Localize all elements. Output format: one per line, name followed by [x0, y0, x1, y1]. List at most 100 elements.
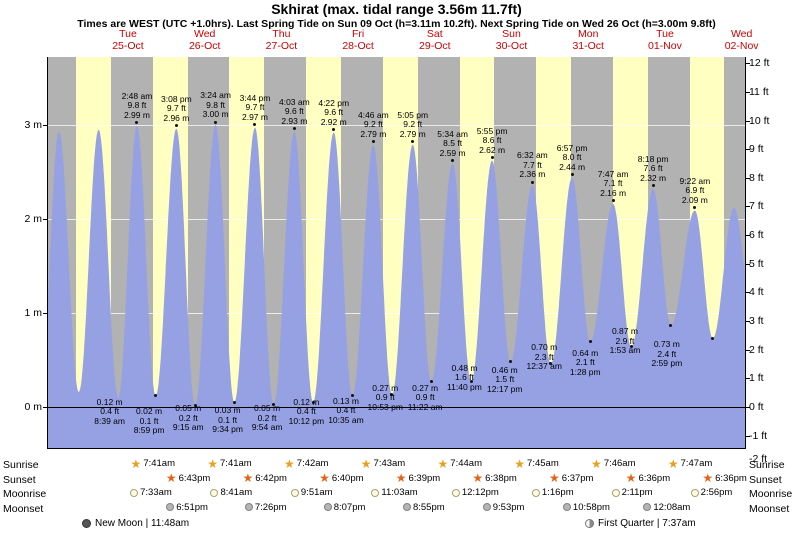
low-tide-label-line: 11:40 pm — [447, 381, 482, 392]
low-tide-label-line: 0.27 m — [372, 382, 399, 393]
astro-row-label-left: Sunrise — [3, 459, 39, 471]
low-tide-label-line: 9:15 am — [172, 422, 204, 433]
sunrise-entry: ★ 7:41am — [207, 458, 251, 470]
low-tide-label-line: 0.12 m — [96, 396, 123, 407]
low-tide-label-line: 0.9 ft — [375, 392, 395, 403]
sunrise-entry: ★ 7:43am — [361, 458, 405, 470]
day-header-date: 02-Nov — [724, 39, 759, 52]
high-tide-label-line: 9.8 ft — [206, 99, 226, 110]
sunrise-entry-time: 7:44am — [450, 458, 482, 469]
low-tide-label-line: 10:12 pm — [288, 415, 325, 426]
moonrise-icon — [210, 488, 219, 497]
y-axis-right-label: -1 ft — [749, 429, 768, 442]
moonrise-entry: 2:11pm — [611, 487, 653, 498]
day-header: Sun 30-Oct — [482, 28, 542, 52]
high-tide-label-line: 5:05 pm — [397, 109, 429, 120]
astro-row-label-right: Sunset — [749, 473, 782, 486]
day-header-name: Fri — [351, 28, 365, 40]
y-axis-right-label: 4 ft — [749, 286, 764, 299]
day-header-date: 30-Oct — [495, 39, 528, 52]
low-tide-label-line: 0.64 m — [572, 347, 599, 358]
y-axis-right-label: 8 ft — [749, 171, 764, 184]
high-tide-label-line: 2.99 m — [123, 109, 150, 120]
low-tide-label-line: 0.70 m — [531, 342, 558, 353]
sunrise-entry-time: 7:47am — [680, 458, 713, 469]
low-tide-label-line: 2.9 ft — [615, 335, 635, 346]
moonset-icon — [643, 503, 652, 511]
astro-row-label-left: Sunset — [3, 473, 36, 486]
moonrise-icon — [371, 488, 380, 497]
y-axis-right-tick — [746, 321, 750, 323]
tide-marker-dot — [390, 393, 394, 397]
sunset-star-icon: ★ — [625, 471, 637, 485]
high-tide-label-line: 9:22 am — [679, 175, 711, 186]
high-tide-label-line: 2.93 m — [281, 115, 308, 126]
low-tide-label-line: 0.9 ft — [415, 392, 435, 403]
moonset-entry: 8:55pm — [402, 501, 445, 513]
astro-row-label-left: Moonset — [3, 502, 44, 515]
moonrise-entry-time: 8:41am — [220, 487, 253, 498]
meter-gridline — [48, 125, 745, 126]
y-axis-right-tick — [746, 378, 750, 380]
tide-marker-dot — [135, 121, 139, 125]
sunrise-entry: ★ 7:41am — [131, 458, 175, 470]
y-axis-left-tick — [43, 125, 47, 126]
high-tide-label-line: 3:44 pm — [239, 92, 271, 103]
sunset-entry: ★ 6:38pm — [472, 472, 516, 484]
y-axis-right-label: 5 ft — [749, 257, 764, 270]
y-axis-right-label: -2 ft — [749, 453, 768, 465]
low-tide-label-line: 0.27 m — [412, 382, 439, 393]
moonrise-entry: 12:12pm — [451, 487, 499, 498]
day-header-date: 01-Nov — [648, 39, 682, 52]
low-tide-label: 0.02 m 0.1 ft 8:59 pm — [127, 407, 171, 436]
day-header: Thu 27-Oct — [251, 28, 311, 52]
high-tide-label-line: 4:22 pm — [318, 97, 350, 108]
sunset-entry: ★ 6:36pm — [625, 471, 670, 485]
low-tide-label: 0.27 m 0.9 ft 11:22 am — [403, 382, 447, 413]
high-tide-label-line: 7.7 ft — [522, 159, 542, 170]
low-tide-label-line: 0.13 m — [332, 395, 359, 406]
moonset-entry-time: 8:07pm — [333, 501, 366, 513]
moonrise-icon — [290, 488, 299, 497]
tide-marker-dot — [253, 123, 257, 127]
high-tide-label-line: 6:57 pm — [556, 142, 588, 153]
y-axis-left-tick — [43, 407, 47, 408]
y-axis-right-tick — [746, 292, 750, 294]
sunset-entry-time: 6:39pm — [408, 472, 441, 484]
moon-phase-annotation: First Quarter | 7:37am — [585, 518, 696, 529]
sunset-entry: ★ 6:43pm — [166, 472, 210, 484]
low-tide-label: 0.05 m 0.2 ft 9:54 am — [245, 404, 289, 433]
day-header-name: Tue — [656, 28, 674, 40]
high-tide-label-line: 2:48 am — [121, 90, 153, 101]
moonrise-entry: 8:41am — [210, 487, 252, 498]
day-header: Wed 02-Nov — [712, 28, 772, 52]
low-tide-label-line: 1:28 pm — [569, 366, 601, 377]
high-tide-label-line: 6:32 am — [517, 150, 548, 161]
tide-curve — [48, 125, 745, 448]
high-tide-label-line: 7:47 am — [597, 168, 629, 179]
high-tide-label-line: 9.2 ft — [403, 119, 423, 130]
tide-marker-dot — [214, 120, 218, 124]
y-axis-right-label: 2 ft — [749, 343, 764, 356]
y-axis-left-tick — [43, 313, 47, 314]
sunrise-star-icon: ★ — [437, 456, 449, 471]
moonset-entry-time: 7:26pm — [254, 501, 287, 513]
y-axis-right-tick — [746, 349, 750, 351]
moon-phase-annotation: New Moon | 11:48am — [82, 518, 189, 529]
moonset-entry-time: 8:55pm — [412, 501, 445, 513]
y-axis-right-tick — [746, 435, 750, 437]
high-tide-label: 4:46 am 9.2 ft 2.79 m — [351, 110, 395, 140]
moonset-entry-time: 6:51pm — [176, 501, 208, 513]
low-tide-label-line: 2.4 ft — [657, 348, 677, 359]
high-tide-label: 3:44 pm 9.7 ft 2.97 m — [233, 92, 277, 123]
high-tide-label: 9:22 am 6.9 ft 2.09 m — [673, 175, 717, 206]
low-tide-label-line: 1.5 ft — [495, 374, 515, 385]
high-tide-label: 2:48 am 9.8 ft 2.99 m — [115, 90, 159, 121]
moonrise-icon — [611, 488, 620, 497]
page-title: Skhirat (max. tidal range 3.56m 11.7ft) — [271, 1, 522, 17]
meter-gridline — [48, 219, 745, 220]
moon-phase-label: New Moon | 11:48am — [95, 518, 190, 529]
astro-row-label-right: Moonrise — [749, 488, 793, 500]
low-tide-label-line: 0.1 ft — [139, 415, 159, 426]
moonrise-icon — [451, 488, 460, 497]
